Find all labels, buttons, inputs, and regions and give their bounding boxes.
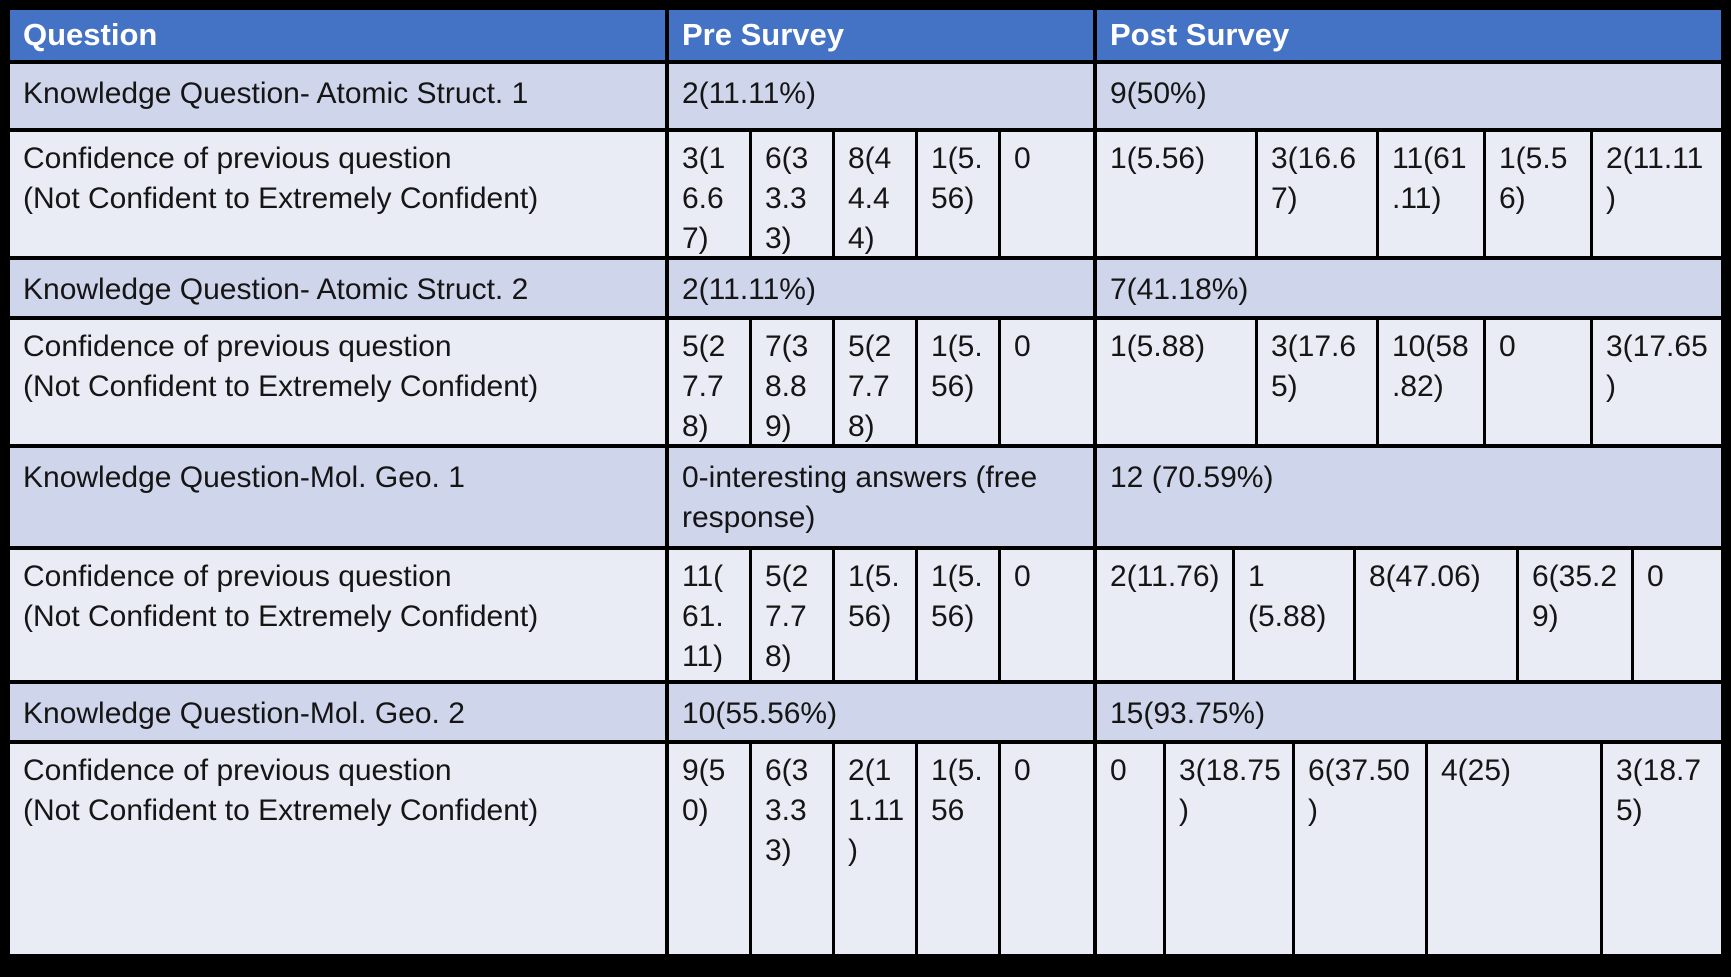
table-row-confidence-atomic-2: Confidence of previous question (Not Con… <box>10 320 1721 444</box>
post-cell: 1(5.88) <box>1097 320 1255 444</box>
pre-cell: 3(16.67) <box>669 132 749 256</box>
post-cell: 4(25) <box>1428 744 1600 954</box>
post-cell: 3(18.75) <box>1603 744 1721 954</box>
header-pre-survey: Pre Survey <box>669 10 1093 60</box>
pre-cell: 5(27.78) <box>752 550 832 680</box>
pre-cell: 11(61.11) <box>669 550 749 680</box>
pre-value: 2(11.11%) <box>669 260 1093 316</box>
question-label: Confidence of previous question (Not Con… <box>10 320 665 444</box>
table-row-confidence-molgeo-1: Confidence of previous question (Not Con… <box>10 550 1721 680</box>
post-confidence-cells: 1(5.56) 3(16.67) 11(61.11) 1(5.56) 2(11.… <box>1097 132 1721 256</box>
post-confidence-cells: 2(11.76) 1 (5.88) 8(47.06) 6(35.29) 0 <box>1097 550 1721 680</box>
header-question: Question <box>10 10 665 60</box>
post-cell: 8(47.06) <box>1356 550 1516 680</box>
question-label: Confidence of previous question (Not Con… <box>10 550 665 680</box>
post-value: 12 (70.59%) <box>1097 448 1721 546</box>
pre-cell: 0 <box>1001 744 1093 954</box>
post-cell: 0 <box>1097 744 1163 954</box>
post-cell: 3(16.67) <box>1258 132 1376 256</box>
pre-cell: 1(5.56) <box>835 550 915 680</box>
pre-cell: 0 <box>1001 132 1093 256</box>
post-value: 7(41.18%) <box>1097 260 1721 316</box>
survey-results-table: Question Pre Survey Post Survey Knowledg… <box>10 10 1721 954</box>
post-cell: 1(5.56) <box>1486 132 1590 256</box>
post-value: 9(50%) <box>1097 64 1721 128</box>
post-cell: 1 (5.88) <box>1235 550 1353 680</box>
post-cell: 0 <box>1486 320 1590 444</box>
pre-cell: 8(44.44) <box>835 132 915 256</box>
question-label: Knowledge Question-Mol. Geo. 2 <box>10 684 665 740</box>
pre-cell: 1(5.56) <box>918 320 998 444</box>
post-cell: 2(11.11) <box>1593 132 1721 256</box>
pre-value: 2(11.11%) <box>669 64 1093 128</box>
table-row-confidence-atomic-1: Confidence of previous question (Not Con… <box>10 132 1721 256</box>
table-header-row: Question Pre Survey Post Survey <box>10 10 1721 60</box>
question-label: Knowledge Question- Atomic Struct. 1 <box>10 64 665 128</box>
header-post-survey: Post Survey <box>1097 10 1721 60</box>
post-cell: 10(58.82) <box>1379 320 1483 444</box>
pre-cell: 5(27.78) <box>835 320 915 444</box>
pre-value: 10(55.56%) <box>669 684 1093 740</box>
pre-confidence-cells: 3(16.67) 6(33.33) 8(44.44) 1(5.56) 0 <box>669 132 1093 256</box>
table-row-confidence-molgeo-2: Confidence of previous question (Not Con… <box>10 744 1721 954</box>
pre-cell: 1(5.56) <box>918 550 998 680</box>
post-cell: 6(35.29) <box>1519 550 1631 680</box>
post-value: 15(93.75%) <box>1097 684 1721 740</box>
question-label: Knowledge Question-Mol. Geo. 1 <box>10 448 665 546</box>
post-cell: 2(11.76) <box>1097 550 1232 680</box>
post-cell: 0 <box>1634 550 1721 680</box>
pre-cell: 5(27.78) <box>669 320 749 444</box>
post-cell: 6(37.50) <box>1295 744 1425 954</box>
table-row-knowledge-atomic-2: Knowledge Question- Atomic Struct. 2 2(1… <box>10 260 1721 316</box>
question-label: Confidence of previous question (Not Con… <box>10 744 665 954</box>
pre-cell: 2(11.11) <box>835 744 915 954</box>
pre-confidence-cells: 11(61.11) 5(27.78) 1(5.56) 1(5.56) 0 <box>669 550 1093 680</box>
post-cell: 11(61.11) <box>1379 132 1483 256</box>
post-cell: 1(5.56) <box>1097 132 1255 256</box>
pre-confidence-cells: 9(50) 6(33.33) 2(11.11) 1(5.56 0 <box>669 744 1093 954</box>
pre-cell: 6(33.33) <box>752 744 832 954</box>
table-row-knowledge-atomic-1: Knowledge Question- Atomic Struct. 1 2(1… <box>10 64 1721 128</box>
pre-cell: 7(38.89) <box>752 320 832 444</box>
question-label: Confidence of previous question (Not Con… <box>10 132 665 256</box>
post-cell: 3(17.65) <box>1593 320 1721 444</box>
pre-cell: 9(50) <box>669 744 749 954</box>
post-cell: 3(17.65) <box>1258 320 1376 444</box>
pre-cell: 0 <box>1001 320 1093 444</box>
pre-cell: 6(33.33) <box>752 132 832 256</box>
table-row-knowledge-molgeo-1: Knowledge Question-Mol. Geo. 1 0-interes… <box>10 448 1721 546</box>
pre-value: 0-interesting answers (free response) <box>669 448 1093 546</box>
pre-cell: 0 <box>1001 550 1093 680</box>
pre-cell: 1(5.56 <box>918 744 998 954</box>
post-cell: 3(18.75) <box>1166 744 1292 954</box>
post-confidence-cells: 1(5.88) 3(17.65) 10(58.82) 0 3(17.65) <box>1097 320 1721 444</box>
table-row-knowledge-molgeo-2: Knowledge Question-Mol. Geo. 2 10(55.56%… <box>10 684 1721 740</box>
pre-confidence-cells: 5(27.78) 7(38.89) 5(27.78) 1(5.56) 0 <box>669 320 1093 444</box>
post-confidence-cells: 0 3(18.75) 6(37.50) 4(25) 3(18.75) <box>1097 744 1721 954</box>
question-label: Knowledge Question- Atomic Struct. 2 <box>10 260 665 316</box>
pre-cell: 1(5.56) <box>918 132 998 256</box>
